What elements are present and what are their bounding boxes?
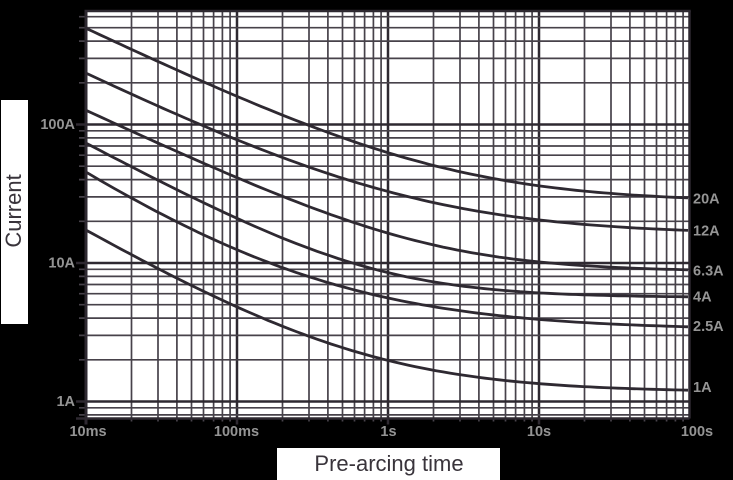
svg-text:10s: 10s [527, 424, 551, 440]
svg-text:1A: 1A [693, 380, 712, 396]
svg-text:6.3A: 6.3A [693, 264, 724, 280]
svg-text:12A: 12A [693, 224, 720, 240]
svg-text:Current: Current [1, 174, 26, 247]
svg-text:4A: 4A [693, 290, 712, 306]
svg-text:100A: 100A [40, 117, 75, 133]
svg-text:2.5A: 2.5A [693, 319, 724, 335]
svg-text:1A: 1A [56, 394, 75, 410]
svg-text:20A: 20A [693, 192, 720, 208]
svg-text:1s: 1s [380, 424, 396, 440]
svg-text:100ms: 100ms [214, 424, 259, 440]
svg-text:10A: 10A [48, 256, 75, 272]
svg-text:100s: 100s [681, 424, 713, 440]
svg-text:10ms: 10ms [69, 424, 106, 440]
svg-text:Pre-arcing time: Pre-arcing time [314, 451, 463, 476]
